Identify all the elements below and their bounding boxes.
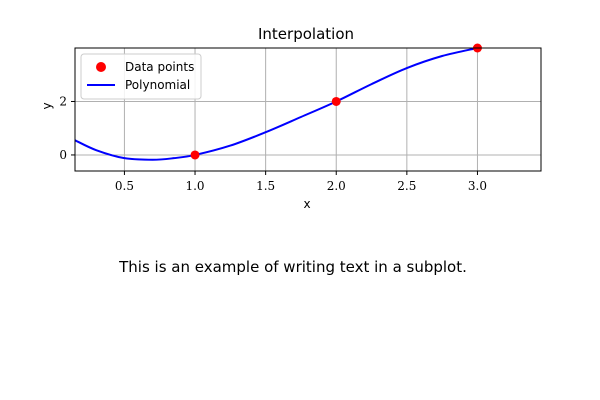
x-tick-label: 3.0 xyxy=(468,179,487,193)
scatter-layer xyxy=(190,43,482,160)
legend-label-polynomial: Polynomial xyxy=(125,78,190,92)
subplot-text: This is an example of writing text in a … xyxy=(118,258,467,276)
legend: Data points Polynomial xyxy=(80,53,202,100)
y-tick-label: 0 xyxy=(59,148,67,162)
legend-label-data-points: Data points xyxy=(125,60,194,74)
legend-box xyxy=(80,53,202,100)
y-axis-label: y xyxy=(40,102,54,109)
x-tick-label: 2.5 xyxy=(397,179,416,193)
x-tick-label: 1.5 xyxy=(256,179,275,193)
x-axis-ticks: 0.5 1.0 1.5 2.0 2.5 3.0 xyxy=(115,171,487,193)
chart-title: Interpolation xyxy=(258,25,354,43)
plot-frame xyxy=(74,47,542,172)
series-layer xyxy=(75,48,478,161)
x-tick-label: 1.0 xyxy=(185,179,204,193)
x-tick-label: 0.5 xyxy=(115,179,134,193)
legend-marker-data-points xyxy=(96,62,106,72)
x-axis-label: x xyxy=(303,197,310,211)
x-tick-label: 2.0 xyxy=(327,179,346,193)
data-point xyxy=(190,150,200,160)
data-point xyxy=(331,96,341,106)
y-axis-ticks: 02 xyxy=(59,94,75,162)
y-tick-label: 2 xyxy=(59,94,67,108)
polynomial-line xyxy=(75,48,478,161)
